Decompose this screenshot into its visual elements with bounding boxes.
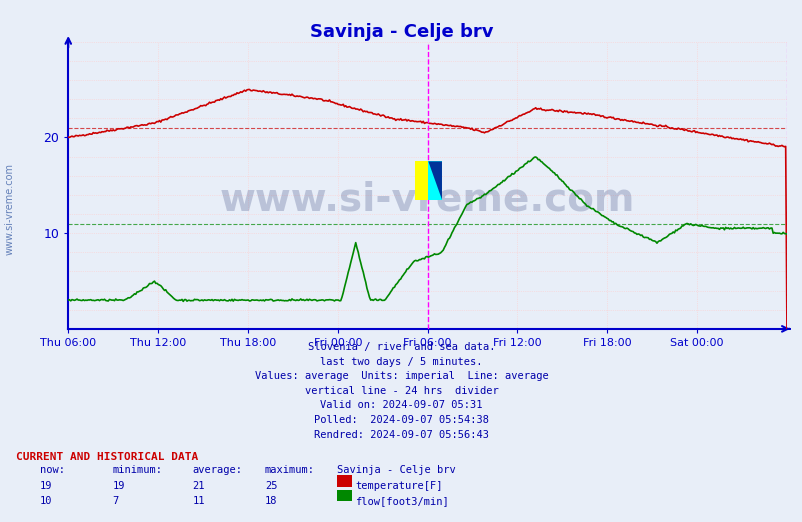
Text: Slovenia / river and sea data.: Slovenia / river and sea data. xyxy=(307,342,495,352)
Text: temperature[F]: temperature[F] xyxy=(354,481,442,491)
Text: Savinja - Celje brv: Savinja - Celje brv xyxy=(310,23,492,41)
Text: 21: 21 xyxy=(192,481,205,491)
Text: Rendred: 2024-09-07 05:56:43: Rendred: 2024-09-07 05:56:43 xyxy=(314,430,488,440)
Text: Valid on: 2024-09-07 05:31: Valid on: 2024-09-07 05:31 xyxy=(320,400,482,410)
Text: www.si-vreme.com: www.si-vreme.com xyxy=(220,181,634,219)
Text: CURRENT AND HISTORICAL DATA: CURRENT AND HISTORICAL DATA xyxy=(16,452,198,461)
Text: Savinja - Celje brv: Savinja - Celje brv xyxy=(337,465,456,475)
Bar xyxy=(427,161,441,200)
Text: 10: 10 xyxy=(40,496,53,506)
Text: vertical line - 24 hrs  divider: vertical line - 24 hrs divider xyxy=(304,386,498,396)
Text: Polled:  2024-09-07 05:54:38: Polled: 2024-09-07 05:54:38 xyxy=(314,415,488,425)
Text: maximum:: maximum: xyxy=(265,465,314,475)
Text: www.si-vreme.com: www.si-vreme.com xyxy=(5,163,14,255)
Text: 19: 19 xyxy=(40,481,53,491)
Text: 25: 25 xyxy=(265,481,277,491)
Bar xyxy=(414,161,427,200)
Text: minimum:: minimum: xyxy=(112,465,162,475)
Text: last two days / 5 minutes.: last two days / 5 minutes. xyxy=(320,357,482,366)
Text: 7: 7 xyxy=(112,496,119,506)
Text: average:: average: xyxy=(192,465,242,475)
Text: now:: now: xyxy=(40,465,65,475)
Text: flow[foot3/min]: flow[foot3/min] xyxy=(354,496,448,506)
Text: 11: 11 xyxy=(192,496,205,506)
Polygon shape xyxy=(427,161,441,200)
Text: 18: 18 xyxy=(265,496,277,506)
Text: 19: 19 xyxy=(112,481,125,491)
Text: Values: average  Units: imperial  Line: average: Values: average Units: imperial Line: av… xyxy=(254,371,548,381)
